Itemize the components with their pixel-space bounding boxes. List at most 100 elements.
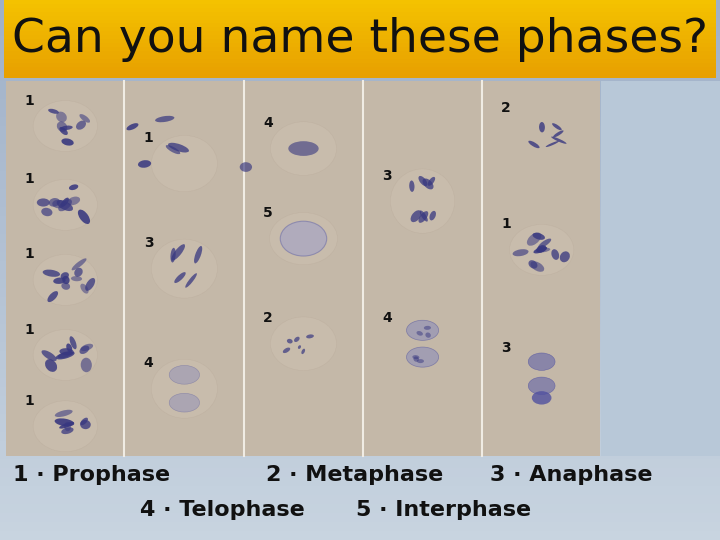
Bar xyxy=(0,45,720,54)
Ellipse shape xyxy=(390,169,455,233)
Ellipse shape xyxy=(79,114,90,123)
Text: 2 · Metaphase: 2 · Metaphase xyxy=(266,465,444,485)
Text: 1: 1 xyxy=(24,93,35,107)
Bar xyxy=(0,36,720,45)
Ellipse shape xyxy=(53,200,65,208)
Ellipse shape xyxy=(418,211,428,223)
Ellipse shape xyxy=(423,178,433,190)
Ellipse shape xyxy=(536,245,546,253)
Bar xyxy=(0,180,720,189)
Bar xyxy=(0,387,720,396)
Ellipse shape xyxy=(61,198,69,207)
Bar xyxy=(0,261,720,270)
Bar xyxy=(0,504,720,513)
Bar xyxy=(0,405,720,414)
Bar xyxy=(0,189,720,198)
Ellipse shape xyxy=(58,199,72,211)
Bar xyxy=(0,360,720,369)
Bar xyxy=(4,31,716,35)
Text: 1: 1 xyxy=(501,218,510,232)
Ellipse shape xyxy=(410,210,421,222)
Ellipse shape xyxy=(80,420,91,429)
Bar xyxy=(0,144,720,153)
Ellipse shape xyxy=(409,180,415,192)
Ellipse shape xyxy=(76,120,86,130)
Ellipse shape xyxy=(194,246,202,264)
Ellipse shape xyxy=(71,258,86,271)
Bar xyxy=(0,99,720,108)
Text: 1: 1 xyxy=(144,131,153,145)
Bar xyxy=(0,306,720,315)
Ellipse shape xyxy=(169,393,199,412)
Ellipse shape xyxy=(407,347,438,367)
Ellipse shape xyxy=(62,276,70,284)
Ellipse shape xyxy=(171,244,185,261)
Ellipse shape xyxy=(55,352,75,360)
Ellipse shape xyxy=(418,176,428,186)
Ellipse shape xyxy=(269,213,338,265)
Ellipse shape xyxy=(79,346,89,354)
Ellipse shape xyxy=(61,138,73,146)
Ellipse shape xyxy=(55,410,73,417)
Ellipse shape xyxy=(60,126,73,130)
Ellipse shape xyxy=(428,177,435,186)
Bar xyxy=(0,513,720,522)
Ellipse shape xyxy=(551,137,567,144)
Ellipse shape xyxy=(127,123,138,130)
Text: 4: 4 xyxy=(382,311,392,325)
Ellipse shape xyxy=(45,359,57,372)
Text: 4: 4 xyxy=(263,116,273,130)
Bar xyxy=(4,66,716,71)
Ellipse shape xyxy=(33,401,97,452)
Bar xyxy=(0,225,720,234)
Ellipse shape xyxy=(151,239,217,298)
Bar xyxy=(0,63,720,72)
Bar xyxy=(4,19,716,23)
Ellipse shape xyxy=(288,141,319,156)
Ellipse shape xyxy=(528,141,539,148)
Ellipse shape xyxy=(174,272,186,283)
Ellipse shape xyxy=(168,143,189,152)
Ellipse shape xyxy=(81,284,89,294)
Bar xyxy=(0,234,720,243)
Ellipse shape xyxy=(78,210,90,224)
Bar xyxy=(125,81,243,456)
Bar xyxy=(0,207,720,216)
Bar xyxy=(6,81,124,456)
Text: 3: 3 xyxy=(144,236,153,250)
Bar xyxy=(0,243,720,252)
Text: 3 · Anaphase: 3 · Anaphase xyxy=(490,465,652,485)
Bar xyxy=(0,27,720,36)
Bar xyxy=(0,477,720,486)
Ellipse shape xyxy=(553,130,564,137)
Ellipse shape xyxy=(527,232,541,246)
Bar xyxy=(0,162,720,171)
Ellipse shape xyxy=(528,377,555,395)
Bar xyxy=(0,414,720,423)
Bar xyxy=(0,81,720,90)
Bar xyxy=(0,297,720,306)
Text: 1: 1 xyxy=(24,172,35,186)
Ellipse shape xyxy=(532,391,552,404)
Text: Can you name these phases?: Can you name these phases? xyxy=(12,17,708,62)
Ellipse shape xyxy=(37,198,50,207)
Bar xyxy=(4,23,716,28)
Ellipse shape xyxy=(69,184,78,190)
Bar xyxy=(601,81,720,456)
Bar xyxy=(0,378,720,387)
Ellipse shape xyxy=(41,208,53,216)
Text: 3: 3 xyxy=(501,341,510,355)
Bar xyxy=(4,75,716,78)
Ellipse shape xyxy=(426,333,431,338)
Bar xyxy=(4,8,716,12)
Bar xyxy=(0,108,720,117)
Ellipse shape xyxy=(240,162,252,172)
Ellipse shape xyxy=(80,417,88,425)
Ellipse shape xyxy=(560,251,570,262)
Bar xyxy=(4,51,716,55)
Bar xyxy=(4,28,716,31)
Ellipse shape xyxy=(416,331,423,336)
Ellipse shape xyxy=(510,225,574,275)
Ellipse shape xyxy=(171,248,176,262)
Ellipse shape xyxy=(70,336,76,349)
